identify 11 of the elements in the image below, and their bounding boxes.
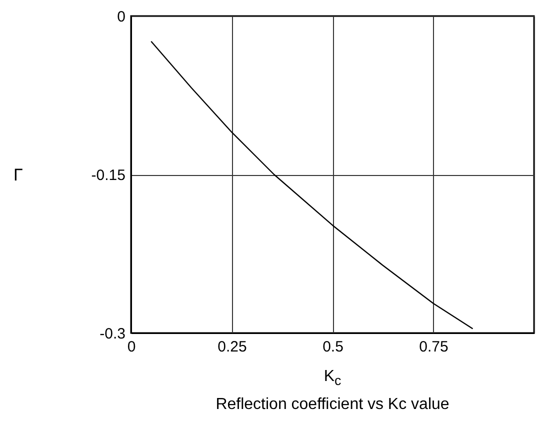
text: Reflection coefficient vs Kc value: [214, 396, 450, 414]
y-tick-label: -0.15: [91, 167, 126, 184]
x-axis-title: K$_{c}$: [322, 368, 342, 388]
y-tick-label: -0.3: [100, 326, 126, 342]
x-tick-label: 0.75: [419, 338, 448, 356]
y-tick-label: 0: [117, 8, 126, 26]
line-series: [150, 40, 474, 330]
x-tick-label: 0.5: [322, 338, 344, 356]
y-axis-title: Γ: [14, 166, 23, 184]
x-tick-label: 0.25: [218, 338, 247, 356]
x-tick-label: 0: [127, 338, 136, 356]
